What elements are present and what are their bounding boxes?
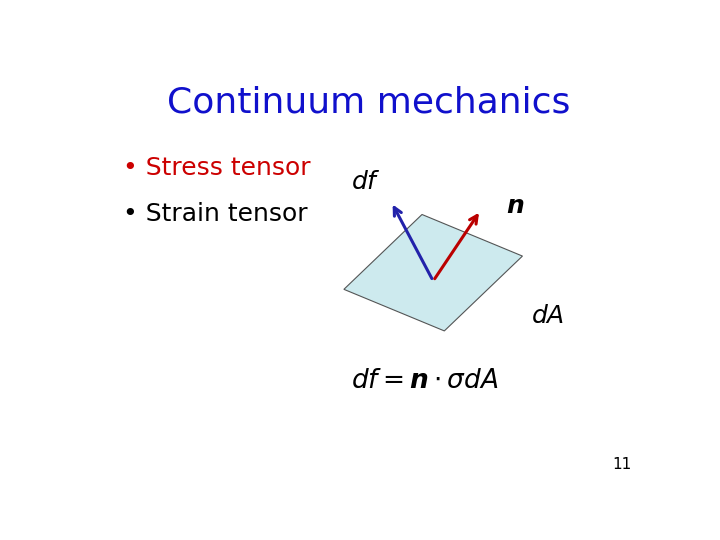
Text: $dA$: $dA$ (531, 305, 564, 328)
Polygon shape (344, 214, 523, 331)
Text: $df$: $df$ (351, 170, 381, 194)
Text: Continuum mechanics: Continuum mechanics (167, 85, 571, 119)
Text: • Stress tensor: • Stress tensor (124, 156, 311, 180)
Text: $df = \boldsymbol{n}\cdot\sigma dA$: $df = \boldsymbol{n}\cdot\sigma dA$ (351, 368, 498, 394)
Text: $\boldsymbol{n}$: $\boldsymbol{n}$ (505, 194, 524, 218)
Text: 11: 11 (612, 457, 631, 472)
Text: • Strain tensor: • Strain tensor (124, 202, 308, 226)
